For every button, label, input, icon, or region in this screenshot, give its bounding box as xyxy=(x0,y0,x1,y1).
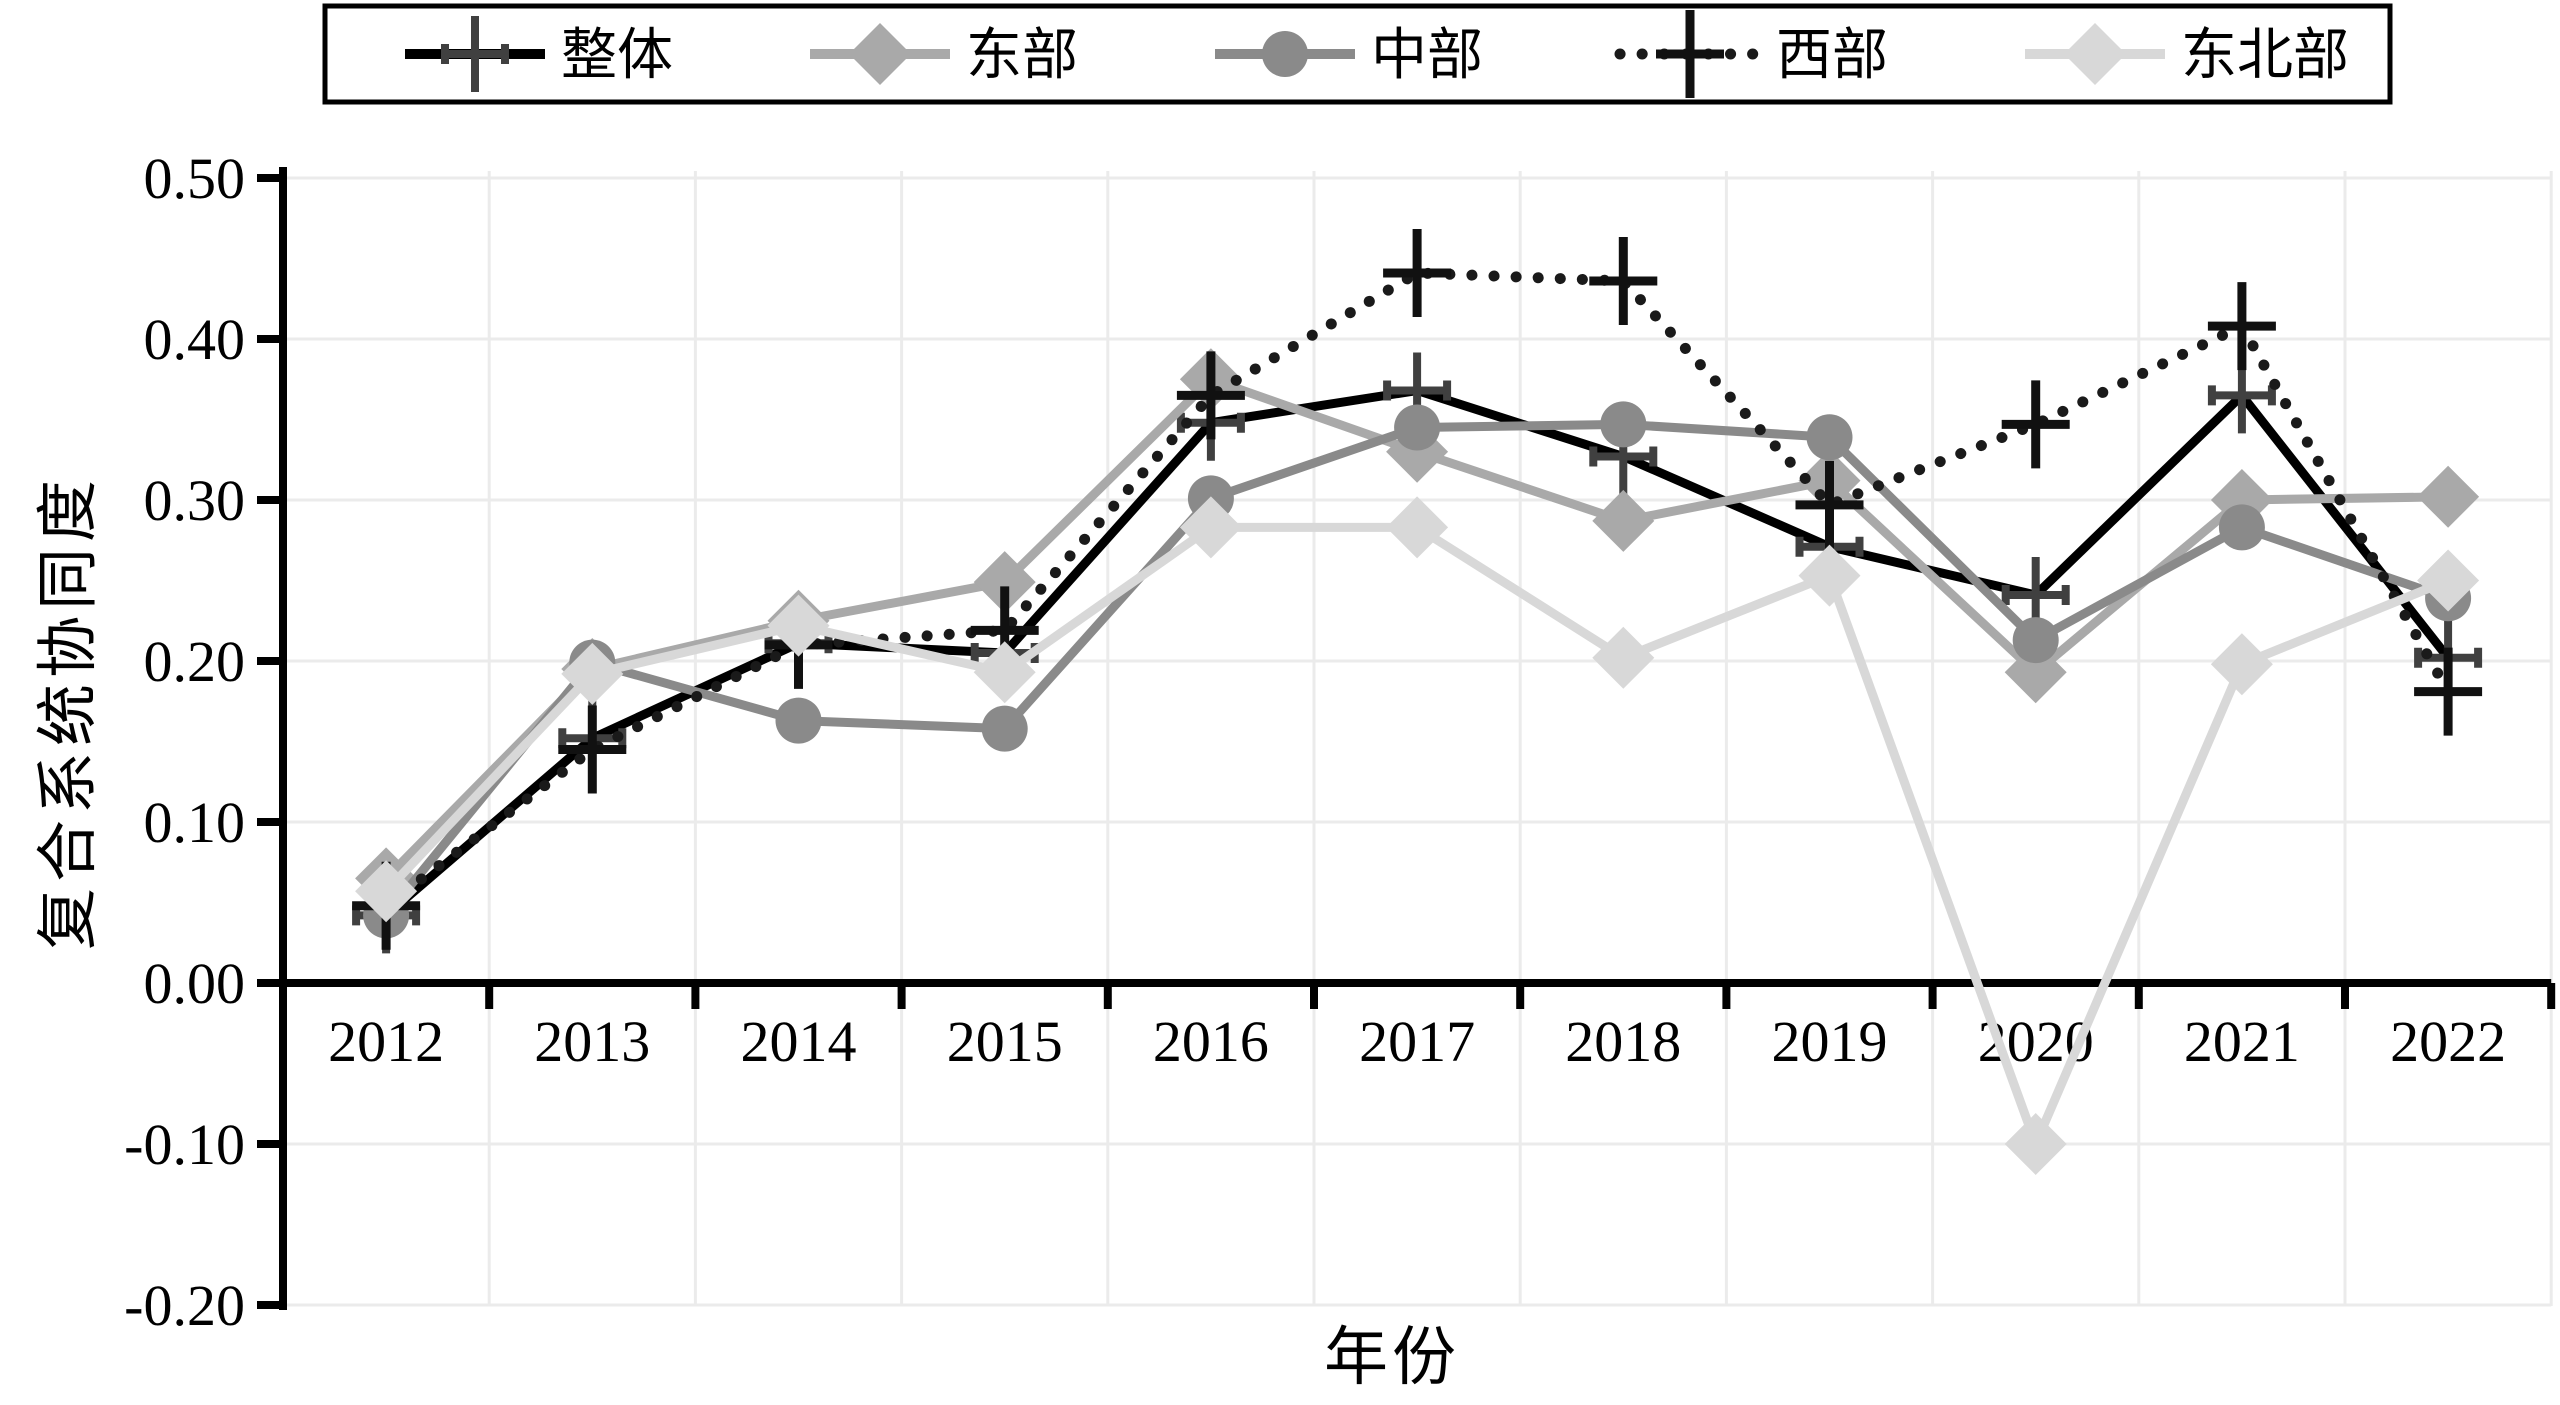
circle-marker xyxy=(981,705,1028,752)
plus-marker xyxy=(1383,228,1452,317)
y-tick-label: 0.50 xyxy=(144,146,246,211)
x-tick-label: 2014 xyxy=(741,1009,857,1074)
legend-label-west: 西部 xyxy=(1776,25,1888,87)
circle-marker xyxy=(1806,414,1853,461)
y-tick-label: -0.10 xyxy=(124,1112,245,1177)
x-tick-label: 2021 xyxy=(2184,1009,2300,1074)
series-northeast xyxy=(355,496,2480,1175)
y-tick-label: 0.40 xyxy=(144,307,246,372)
axes: 0.50 0.40 0.30 0.20 0.10 0.00 -0.10 -0.20 2012 20… xyxy=(124,146,2556,1338)
y-tick-label: 0.30 xyxy=(144,468,246,533)
legend-label-northeast: 东北部 xyxy=(2181,25,2349,87)
plus-marker xyxy=(2001,380,2070,469)
diamond-marker xyxy=(973,641,1036,704)
diamond-marker xyxy=(1386,496,1449,559)
legend: 整体 东部 中部 西部 东北部 xyxy=(322,3,2393,105)
x-tick-label: 2019 xyxy=(1772,1009,1888,1074)
plus-marker xyxy=(558,705,627,794)
legend-item-west: 西部 xyxy=(1614,10,1888,98)
diamond-marker xyxy=(355,860,418,923)
diamond-marker xyxy=(849,23,911,85)
diamond-marker xyxy=(973,551,1036,614)
x-tick-label: 2022 xyxy=(2390,1009,2506,1074)
diamond-marker xyxy=(1592,626,1655,689)
circle-marker xyxy=(1600,401,1647,448)
circle-marker xyxy=(1262,31,1308,77)
plus-marker xyxy=(1176,351,1245,440)
legend-label-central: 中部 xyxy=(1371,25,1483,87)
diamond-marker xyxy=(1179,496,1242,559)
circle-marker xyxy=(2012,617,2059,664)
y-tick-label: 0.10 xyxy=(144,790,246,855)
diamond-marker xyxy=(561,642,624,705)
plus-marker xyxy=(1795,460,1864,549)
legend-item-northeast: 东北部 xyxy=(2025,23,2349,87)
y-tick-label: 0.20 xyxy=(144,629,246,694)
circle-marker xyxy=(775,697,822,744)
diamond-marker xyxy=(2417,549,2480,612)
legend-item-central: 中部 xyxy=(1215,25,1483,87)
x-axis-title: 年份 xyxy=(1324,1322,1460,1393)
x-tick-label: 2018 xyxy=(1565,1009,1681,1074)
plus-marker xyxy=(2414,647,2483,736)
legend-label-east: 东部 xyxy=(966,25,1078,87)
y-axis-title: 复合系统协同度 xyxy=(35,473,103,951)
x-tick-label: 2013 xyxy=(534,1009,650,1074)
plus-capped-marker xyxy=(2207,357,2276,434)
diamond-marker xyxy=(1798,544,1861,607)
x-tick-label: 2015 xyxy=(947,1009,1063,1074)
diamond-marker xyxy=(2004,1113,2067,1175)
diamond-marker xyxy=(2417,465,2480,528)
plus-capped-marker xyxy=(2001,556,2070,633)
plus-marker xyxy=(2207,282,2276,371)
legend-label-overall: 整体 xyxy=(561,25,673,87)
y-tick-label: 0.00 xyxy=(144,951,246,1016)
series-line-west xyxy=(380,267,2454,912)
circle-marker xyxy=(1394,404,1441,451)
plus-marker xyxy=(1656,10,1724,98)
diamond-marker xyxy=(2064,23,2126,85)
diamond-marker xyxy=(1592,489,1655,552)
circle-marker xyxy=(2218,504,2265,551)
diamond-marker xyxy=(2210,633,2273,696)
plus-capped-marker xyxy=(1383,352,1452,429)
x-tick-label: 2017 xyxy=(1359,1009,1475,1074)
x-tick-label: 2012 xyxy=(328,1009,444,1074)
x-tick-label: 2016 xyxy=(1153,1009,1269,1074)
plus-capped-marker xyxy=(441,16,509,92)
y-tick-label: -0.20 xyxy=(124,1273,245,1338)
plus-marker xyxy=(1589,237,1658,326)
plus-capped-marker xyxy=(1589,418,1658,495)
diamond-marker xyxy=(767,594,830,657)
legend-item-east: 东部 xyxy=(810,23,1078,87)
legend-item-overall: 整体 xyxy=(405,16,673,92)
